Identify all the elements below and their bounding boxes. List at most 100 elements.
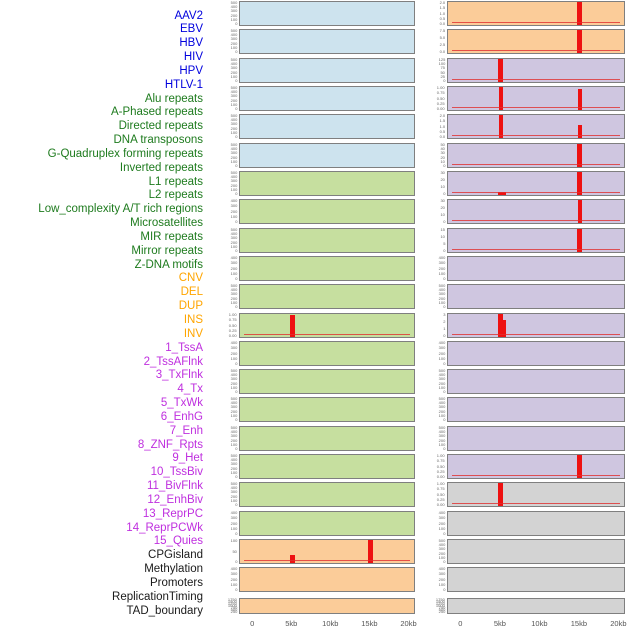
y-tick-labels-hiv: 500 400 300 200 100 0: [203, 86, 237, 111]
panel-dup: [239, 598, 415, 614]
y-tick-labels-2-tssaflnk: 1.00 0.75 0.50 0.25 0.00: [411, 86, 445, 111]
y-tick-labels-9-het: 500 400 300 200 100 0: [411, 284, 445, 309]
y-tick-label: 50: [440, 70, 445, 75]
signal-spike: [367, 540, 373, 563]
y-tick-label: 0: [442, 417, 445, 422]
signal-baseline: [452, 106, 620, 108]
panel-replicationtiming: [447, 567, 625, 592]
track-label-tad-boundary: TAD_boundary: [126, 604, 204, 617]
y-tick-labels-low-complexity-a-t-rich-regions: 500 400 300 200 100 0: [203, 397, 237, 422]
y-tick-label: 1750: [436, 597, 445, 602]
panel-promoters: [447, 539, 625, 564]
signal-baseline: [452, 248, 620, 250]
track-label-dna-transposons: DNA transposons: [113, 134, 204, 147]
y-tick-label: 400: [230, 510, 237, 515]
y-tick-label: 0.75: [229, 317, 237, 323]
y-tick-label: 100: [438, 555, 445, 560]
y-tick-label: 7.5: [439, 28, 445, 33]
y-tick-label: 500: [438, 425, 445, 430]
signal-baseline: [452, 78, 620, 80]
y-tick-label: 300: [230, 489, 237, 495]
y-tick-label: 100: [230, 187, 237, 192]
panel-ins: [447, 1, 625, 26]
panel-2-tssaflnk: [447, 86, 625, 111]
y-tick-label: 200: [438, 438, 445, 443]
y-tick-label: 1.00: [437, 481, 445, 486]
y-tick-label: 200: [230, 351, 237, 356]
signal-baseline: [452, 163, 620, 165]
y-tick-label: 500: [438, 368, 445, 373]
y-tick-label: 200: [438, 296, 445, 301]
y-tick-label: 0.5: [439, 129, 445, 134]
y-tick-label: 1: [442, 326, 445, 331]
y-tick-label: 0: [234, 248, 237, 253]
signal-baseline: [452, 333, 620, 335]
panel-6-enhg: [447, 199, 625, 224]
y-tick-label: 0: [442, 276, 445, 281]
panel-cnv: [239, 539, 415, 564]
y-tick-labels-12-enhbiv: 500 400 300 200 100 0: [411, 369, 445, 394]
y-tick-label: 0: [234, 276, 237, 281]
panel-3-txflnk: [447, 114, 625, 139]
y-tick-label: 100: [230, 385, 237, 390]
y-tick-label: 0.00: [229, 333, 237, 338]
x-tick-label-right-1: 5kb: [493, 619, 506, 628]
y-tick-label: 10: [440, 212, 445, 217]
y-tick-labels-5-txwk: 30 20 10 0: [411, 171, 445, 196]
y-tick-label: 100: [438, 526, 445, 531]
signal-baseline: [452, 134, 620, 136]
y-tick-label: 300: [230, 178, 237, 184]
y-tick-label: 300: [438, 571, 445, 577]
y-tick-label: 200: [230, 240, 237, 245]
y-tick-label: 2.5: [439, 42, 445, 47]
y-tick-label: 300: [230, 461, 237, 467]
panel-microsatellites: [239, 426, 415, 451]
y-tick-label: 300: [230, 93, 237, 99]
panel-15-quies: [447, 454, 625, 479]
y-tick-label: 500: [230, 142, 237, 147]
y-tick-labels-htlv-1: 500 400 300 200 100 0: [203, 143, 237, 168]
panel-low-complexity-a-t-rich-regions: [239, 397, 415, 422]
track-label-replicationtiming: ReplicationTiming: [112, 590, 203, 603]
y-tick-labels-inv: 7.5 5.0 2.5 0.0: [411, 29, 445, 54]
y-tick-label: 100: [230, 214, 237, 219]
y-tick-label: 500: [438, 396, 445, 401]
track-label-ins: INS: [183, 313, 203, 326]
panel-z-dna-motifs: [239, 511, 415, 536]
signal-baseline: [244, 333, 410, 335]
y-tick-label: 400: [438, 566, 445, 571]
panel-inverted-repeats: [239, 313, 415, 338]
panel-10-tssbiv: [447, 313, 625, 338]
y-tick-label: 400: [230, 485, 237, 491]
y-tick-label: 400: [230, 4, 237, 10]
signal-baseline: [452, 502, 620, 504]
y-tick-label: 100: [230, 442, 237, 447]
y-tick-label: 400: [230, 146, 237, 152]
y-tick-label: 200: [438, 351, 445, 356]
y-tick-label: 200: [230, 409, 237, 414]
y-tick-label: 1500: [228, 599, 237, 604]
y-tick-labels-6-enhg: 30 20 10 0: [411, 199, 445, 224]
signal-spike: [289, 555, 295, 563]
y-tick-labels-mirror-repeats: 500 400 300 200 100 0: [203, 482, 237, 507]
y-tick-label: 1.0: [439, 11, 445, 16]
y-tick-label: 300: [230, 36, 237, 42]
y-tick-label: 200: [230, 209, 237, 214]
y-tick-label: 200: [230, 41, 237, 46]
y-tick-labels-7-enh: 15 10 5 0: [411, 228, 445, 253]
y-tick-labels-alu-repeats: 500 400 300 200 100 0: [203, 171, 237, 196]
panel-cpgisland: [447, 482, 625, 507]
signal-baseline: [452, 49, 620, 51]
signal-baseline: [452, 21, 620, 23]
y-tick-labels-mir-repeats: 500 400 300 200 100 0: [203, 454, 237, 479]
y-tick-label: 400: [230, 231, 237, 237]
y-tick-label: 0: [442, 446, 445, 451]
y-tick-labels-11-bivflnk: 400 300 200 100 0: [411, 341, 445, 366]
y-tick-label: 100: [230, 470, 237, 475]
y-tick-label: 300: [230, 150, 237, 156]
y-tick-labels-aav2: 500 400 300 200 100 0: [203, 1, 237, 26]
track-label-low-complexity-a-t-rich-regions: Low_complexity A/T rich regions: [38, 203, 203, 216]
y-tick-label: 100: [438, 271, 445, 276]
y-tick-label: 200: [230, 98, 237, 103]
track-label-l1-repeats: L1 repeats: [148, 175, 203, 188]
